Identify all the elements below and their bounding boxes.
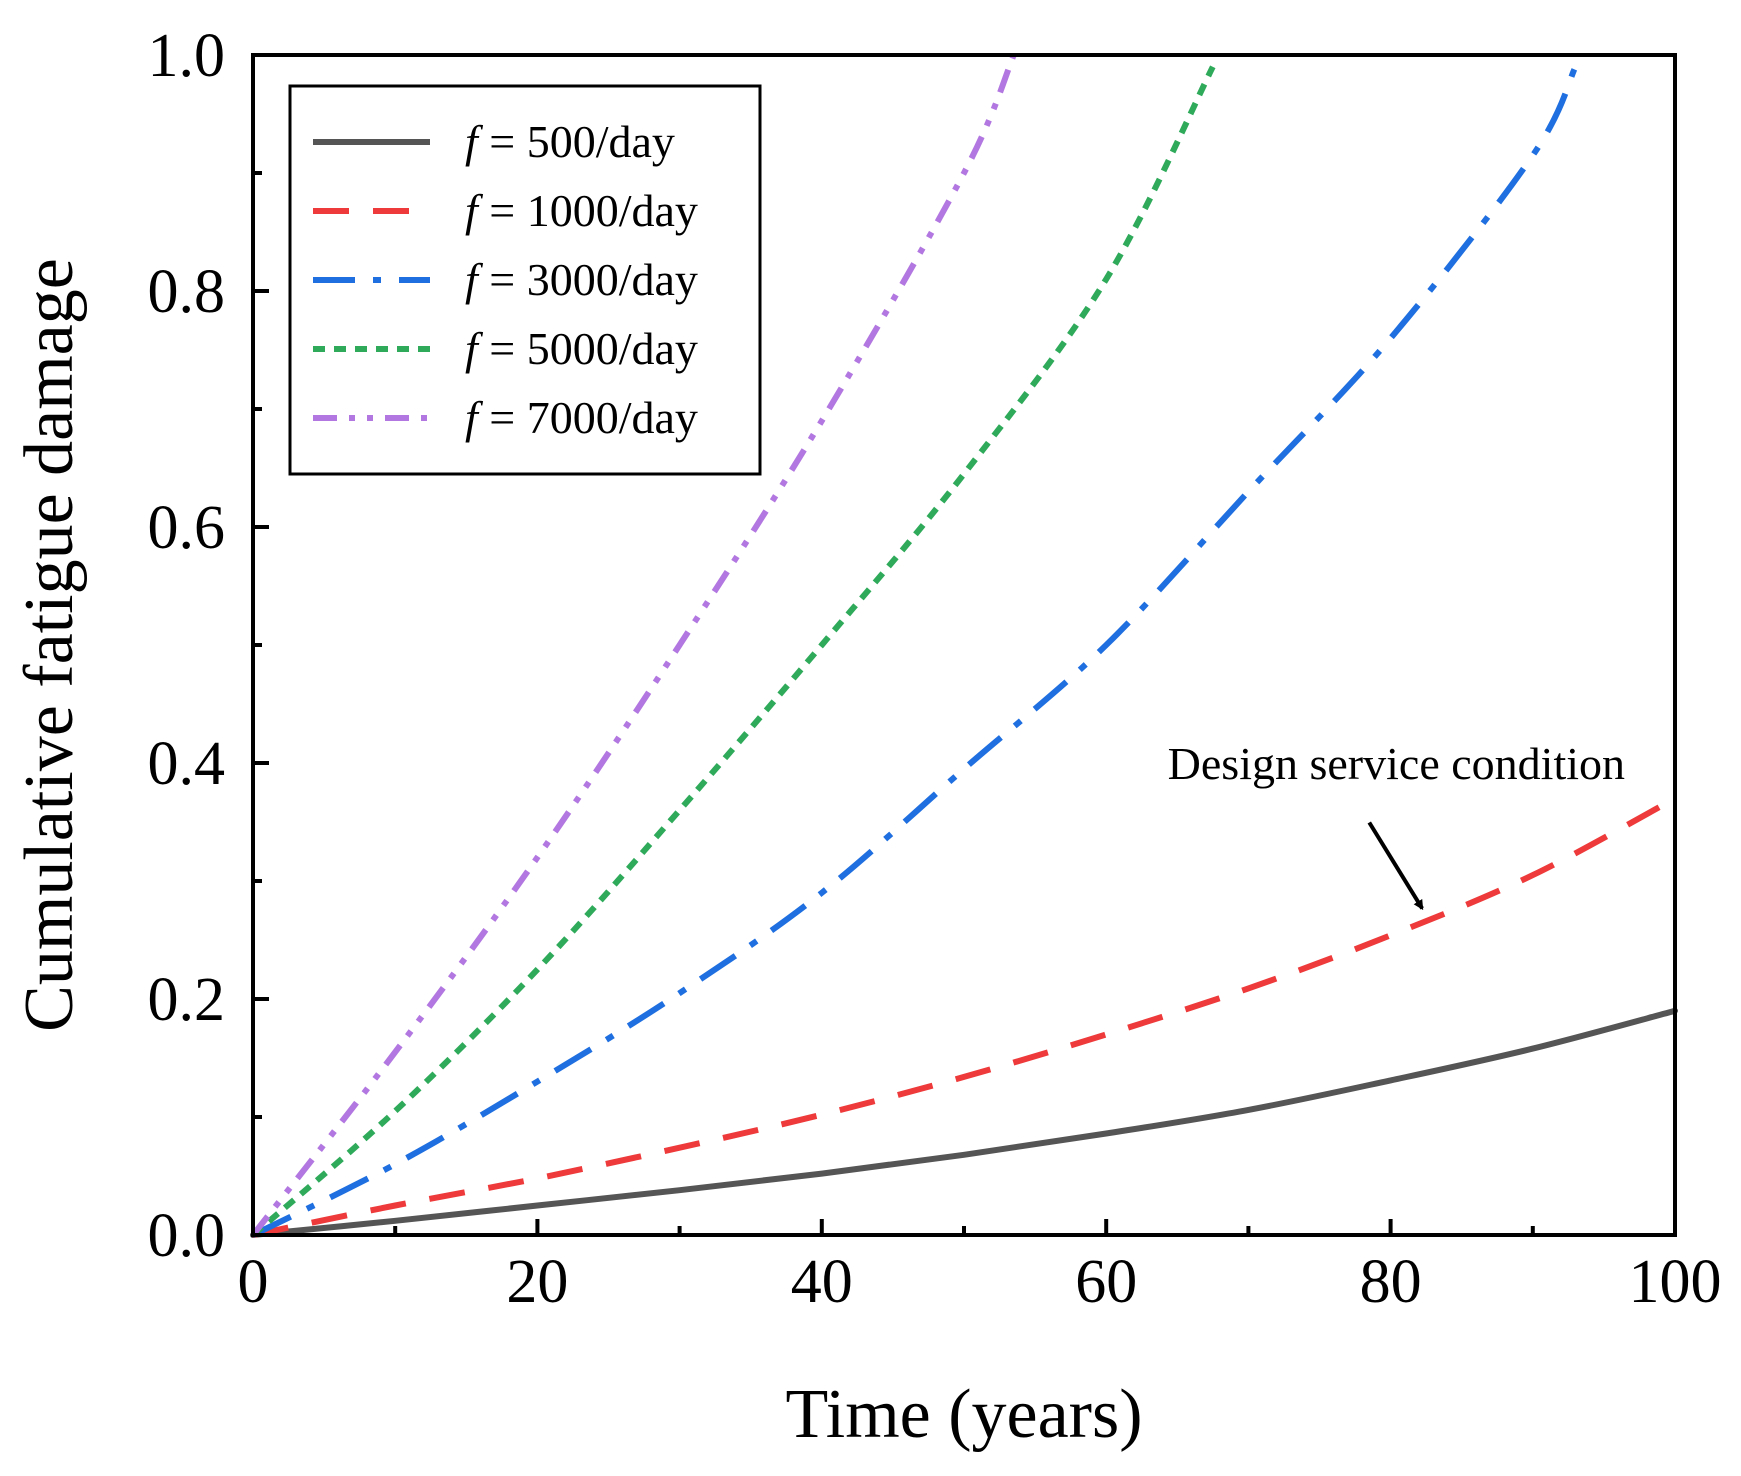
legend: f = 500/day f = 1000/day f = 3000/day f = 5… [288,84,762,476]
legend-label-4: f = 5000/day [465,323,698,374]
x-tick-label: 60 [1075,1248,1137,1316]
series-line-4 [251,65,1216,1238]
tick-labels-layer: 0 20 40 60 80 100 0.0 0.2 0.4 0.6 0.8 1.0 [148,22,1722,1316]
legend-label-3: f = 3000/day [465,254,698,305]
series-line-1 [250,1007,1678,1238]
legend-label-2: f = 1000/day [465,185,698,236]
x-tick-label: 20 [506,1248,568,1316]
legend-box [288,84,762,476]
x-tick-label: 100 [1629,1248,1722,1316]
legend-label-1: f = 500/day [465,116,675,167]
series-line-2 [252,795,1677,1238]
legend-items: f = 500/day f = 1000/day f = 3000/day f = 5… [313,116,698,443]
series-line-5 [250,53,1017,1237]
annotation-text: Design service condition [1168,738,1625,789]
y-tick-label: 0.6 [148,494,226,562]
annotation-layer: Design service condition [1168,738,1625,911]
x-tick-label: 0 [238,1248,269,1316]
y-tick-label: 1.0 [148,22,226,90]
series-layer [250,53,1678,1238]
annotation-arrow [1367,821,1424,911]
y-axis-label: Cumulative fatigue damage [11,258,88,1032]
x-axis-label: Time (years) [785,1376,1142,1453]
legend-label-5: f = 7000/day [465,392,698,443]
ticks-layer [251,53,1677,1237]
y-tick-label: 0.2 [148,966,226,1034]
x-tick-label: 40 [791,1248,853,1316]
series-line-3 [251,65,1579,1238]
y-tick-label: 0.4 [148,730,226,798]
y-tick-label: 0.8 [148,258,226,326]
x-tick-label: 80 [1360,1248,1422,1316]
y-tick-label: 0.0 [148,1202,226,1270]
